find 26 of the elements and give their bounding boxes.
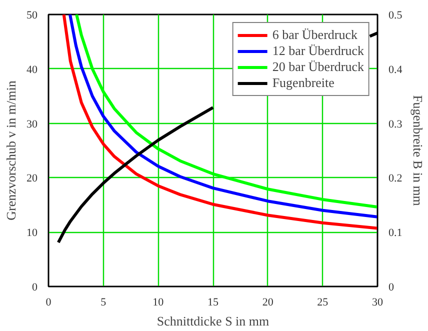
legend-label: Fugenbreite (272, 75, 334, 91)
y2-axis-title: Fugenbreite B in mm (410, 95, 426, 206)
x-tick-label: 15 (208, 296, 219, 308)
y-axis-title: Grenzvorschub v in m/min (4, 80, 18, 220)
y-tick-label: 10 (26, 227, 38, 240)
y-tick-label: 0 (32, 282, 38, 294)
legend-label: 20 bar Überdruck (272, 59, 364, 75)
x-tick-label: 5 (100, 296, 107, 308)
y-tick-label: 30 (26, 118, 38, 130)
legend-label: 6 bar Überdruck (272, 27, 358, 43)
x-axis-title: Schnittdicke S in mm (156, 314, 270, 328)
y2-tick-label: 0.5 (388, 10, 403, 22)
legend-label: 12 bar Überdruck (272, 43, 364, 59)
x-tick-label: 0 (46, 296, 52, 308)
y2-tick-label: 0.3 (388, 118, 403, 130)
y2-tick-label: 0 (388, 282, 394, 294)
y2-tick-label: 0.1 (388, 227, 402, 240)
y-tick-label: 20 (26, 172, 38, 185)
x-tick-label: 25 (317, 296, 329, 308)
y2-tick-label: 0.4 (388, 64, 403, 76)
x-tick-label: 30 (372, 296, 384, 308)
y2-tick-label: 0.2 (388, 172, 402, 185)
y-tick-label: 40 (26, 64, 38, 76)
x-tick-label: 20 (262, 296, 274, 308)
x-tick-label: 10 (152, 296, 164, 308)
y-tick-label: 50 (26, 10, 38, 22)
